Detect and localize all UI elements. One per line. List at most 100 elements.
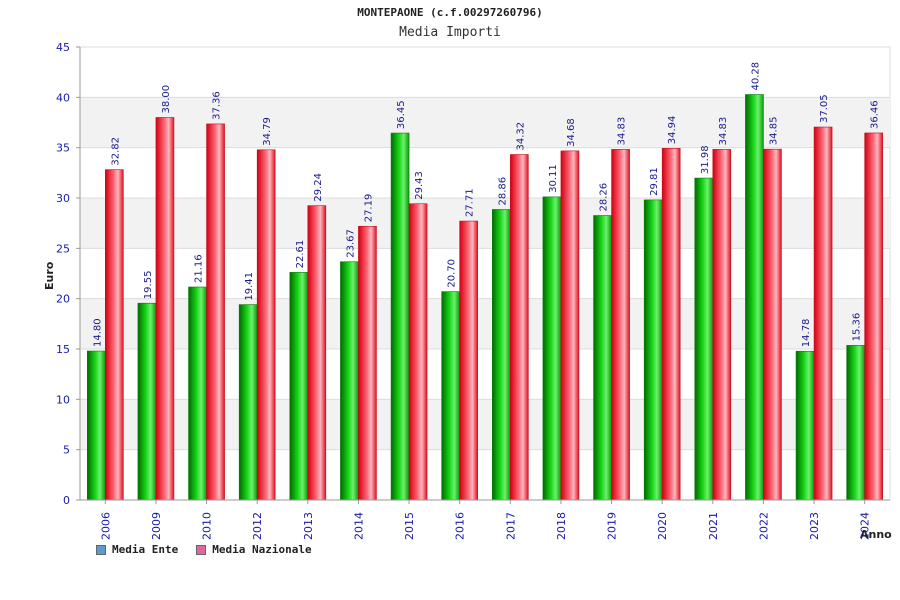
- data-label-media-ente-2006: 14.80: [92, 318, 103, 347]
- bar-media-nazionale-2017: [510, 154, 529, 501]
- legend-swatch-media-nazionale: [196, 544, 207, 555]
- data-label-media-nazionale-2019: 34.83: [617, 117, 628, 146]
- x-tick-label-2014: 2014: [352, 512, 365, 540]
- x-axis-label: Anno: [860, 528, 892, 541]
- chart-title: MONTEPAONE (c.f.00297260796): [357, 6, 543, 19]
- data-label-media-nazionale-2017: 34.32: [515, 122, 526, 151]
- data-label-media-nazionale-2022: 34.85: [768, 117, 779, 146]
- data-label-media-nazionale-2010: 37.36: [212, 91, 223, 120]
- bar-media-ente-2019: [593, 215, 612, 501]
- data-label-media-ente-2013: 22.61: [295, 240, 306, 269]
- x-tick-label-2018: 2018: [555, 512, 568, 540]
- bar-media-nazionale-2014: [358, 225, 377, 501]
- bar-media-nazionale-2023: [813, 126, 833, 501]
- bar-media-nazionale-2006: [105, 169, 124, 501]
- legend-label-media-ente: Media Ente: [112, 543, 179, 556]
- bar-media-nazionale-2022: [763, 148, 782, 501]
- data-label-media-nazionale-2018: 34.68: [566, 118, 577, 147]
- data-label-media-ente-2010: 21.16: [194, 254, 205, 283]
- data-label-media-ente-2024: 15.36: [852, 313, 863, 342]
- bar-media-ente-2015: [390, 132, 410, 501]
- bar-media-ente-2006: [87, 350, 106, 501]
- bar-media-ente-2013: [289, 272, 309, 501]
- bar-media-nazionale-2018: [560, 150, 580, 501]
- data-label-media-ente-2021: 31.98: [700, 145, 711, 174]
- y-tick-label: 25: [56, 242, 70, 255]
- data-label-media-ente-2014: 23.67: [345, 229, 356, 258]
- bar-media-ente-2016: [441, 291, 460, 501]
- bar-media-ente-2009: [137, 302, 157, 501]
- x-tick-label-2015: 2015: [403, 512, 416, 540]
- bar-media-ente-2022: [745, 94, 764, 501]
- y-tick-label: 20: [56, 293, 70, 306]
- y-tick-label: 30: [56, 192, 70, 205]
- legend-swatch-media-ente: [96, 544, 106, 555]
- bar-media-ente-2017: [492, 209, 511, 501]
- data-label-media-nazionale-2024: 36.46: [870, 100, 881, 129]
- legend-label-media-nazionale: Media Nazionale: [212, 543, 312, 556]
- legend-item-media-ente: Media Ente: [96, 543, 178, 556]
- bar-media-ente-2010: [188, 286, 207, 501]
- bar-media-ente-2018: [542, 196, 562, 501]
- bar-media-ente-2024: [846, 345, 865, 501]
- x-tick-label-2010: 2010: [201, 512, 214, 540]
- bar-media-ente-2014: [340, 261, 359, 501]
- bar-media-ente-2021: [694, 177, 714, 501]
- data-label-media-ente-2015: 36.45: [396, 100, 407, 129]
- data-label-media-ente-2012: 19.41: [244, 272, 255, 301]
- x-tick-label-2017: 2017: [504, 512, 517, 540]
- y-tick-label: 35: [56, 142, 70, 155]
- data-label-media-nazionale-2021: 34.83: [718, 117, 729, 146]
- data-label-media-nazionale-2016: 27.71: [465, 188, 476, 217]
- data-label-media-nazionale-2014: 27.19: [363, 194, 374, 223]
- x-tick-label-2006: 2006: [99, 512, 112, 540]
- y-tick-label: 5: [63, 444, 70, 457]
- x-tick-label-2021: 2021: [707, 512, 720, 540]
- x-tick-label-2012: 2012: [251, 512, 264, 540]
- bar-media-nazionale-2013: [307, 205, 327, 501]
- y-tick-label: 10: [56, 393, 70, 406]
- data-label-media-ente-2022: 40.28: [750, 62, 761, 91]
- y-tick-label: 15: [56, 343, 70, 356]
- x-tick-label-2009: 2009: [150, 512, 163, 540]
- data-label-media-nazionale-2009: 38.00: [161, 85, 172, 114]
- data-label-media-nazionale-2012: 34.79: [262, 117, 273, 146]
- bar-media-nazionale-2015: [408, 203, 428, 501]
- y-tick-label: 40: [56, 91, 70, 104]
- data-label-media-ente-2019: 28.26: [599, 183, 610, 212]
- data-label-media-ente-2018: 30.11: [548, 164, 559, 193]
- data-label-media-nazionale-2015: 29.43: [414, 171, 425, 200]
- data-label-media-ente-2009: 19.55: [143, 271, 154, 300]
- x-tick-label-2023: 2023: [808, 512, 821, 540]
- x-tick-label-2024: 2024: [859, 512, 872, 540]
- x-tick-label-2019: 2019: [606, 512, 619, 540]
- data-label-media-nazionale-2013: 29.24: [313, 173, 324, 202]
- bar-media-nazionale-2024: [864, 132, 883, 501]
- x-tick-label-2022: 2022: [757, 512, 770, 540]
- bar-media-ente-2023: [795, 350, 815, 501]
- legend: Media Ente Media Nazionale: [96, 543, 312, 556]
- legend-item-media-nazionale: Media Nazionale: [196, 543, 312, 556]
- bar-media-nazionale-2021: [712, 149, 732, 501]
- data-label-media-nazionale-2006: 32.82: [110, 137, 121, 166]
- bar-media-nazionale-2010: [206, 123, 225, 501]
- y-tick-label: 0: [63, 494, 70, 507]
- x-tick-label-2020: 2020: [656, 512, 669, 540]
- y-tick-label: 45: [56, 41, 70, 54]
- x-tick-label-2013: 2013: [302, 512, 315, 540]
- bar-media-nazionale-2020: [661, 147, 681, 501]
- bar-media-nazionale-2019: [611, 149, 630, 501]
- data-label-media-nazionale-2023: 37.05: [819, 94, 830, 123]
- data-label-media-ente-2016: 20.70: [447, 259, 458, 288]
- data-label-media-ente-2023: 14.78: [801, 319, 812, 348]
- bar-media-nazionale-2016: [459, 220, 478, 501]
- x-tick-label-2016: 2016: [454, 512, 467, 540]
- chart-subtitle: Media Importi: [399, 25, 501, 40]
- bar-media-ente-2020: [643, 199, 663, 501]
- bar-media-ente-2012: [238, 304, 258, 501]
- data-label-media-nazionale-2020: 34.94: [667, 116, 678, 145]
- data-label-media-ente-2017: 28.86: [497, 177, 508, 206]
- bar-media-nazionale-2012: [256, 149, 276, 501]
- bar-media-nazionale-2009: [155, 117, 175, 501]
